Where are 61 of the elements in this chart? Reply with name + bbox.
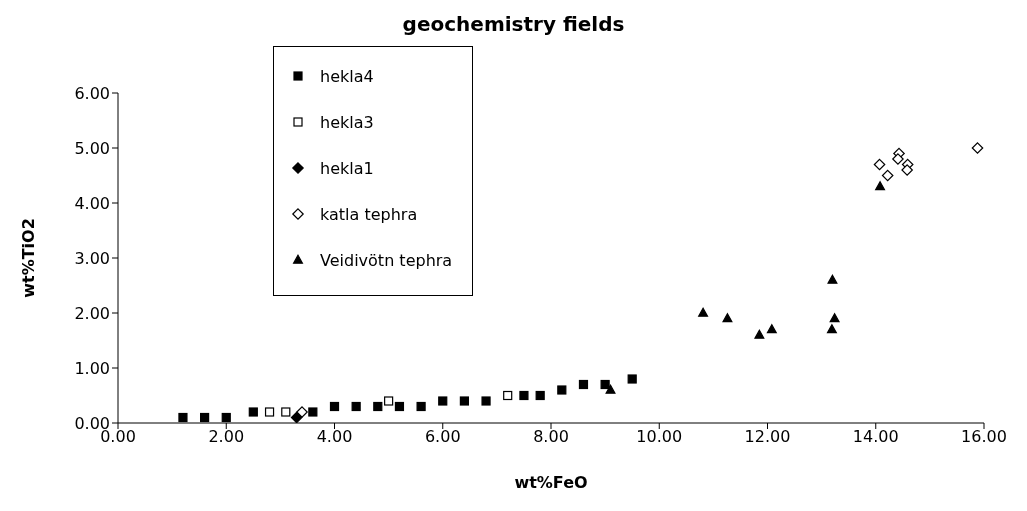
point (221, 412, 231, 423)
point (178, 412, 188, 423)
legend-label: hekla3 (320, 112, 374, 132)
point (766, 324, 777, 334)
point (248, 407, 258, 417)
point (384, 396, 394, 406)
point (698, 307, 709, 317)
point (875, 181, 886, 191)
y-tick-label: 2.00 (74, 303, 110, 323)
x-tick-label: 2.00 (208, 427, 245, 447)
point (503, 390, 513, 401)
point (281, 407, 291, 417)
point (892, 153, 904, 165)
point (578, 379, 589, 390)
x-tick-label: 4.00 (316, 427, 353, 447)
y-tick-label: 3.00 (74, 248, 110, 268)
point (296, 406, 308, 418)
point (459, 396, 469, 406)
y-tick-label: 6.00 (74, 83, 110, 103)
x-tick-label: 14.00 (852, 427, 899, 447)
x-tick-label: 10.00 (636, 427, 683, 447)
point (600, 379, 610, 390)
point (519, 390, 529, 401)
point (264, 407, 275, 417)
point (557, 385, 567, 395)
point (416, 401, 426, 412)
x-axis-title: wt%FeO (514, 473, 588, 492)
point (481, 396, 491, 406)
point (754, 329, 765, 339)
point (394, 401, 405, 412)
x-tick-label: 16.00 (961, 427, 1007, 447)
legend-label: hekla1 (320, 158, 374, 178)
point (826, 324, 837, 334)
point (200, 412, 210, 423)
x-tick-label: 12.00 (744, 427, 791, 447)
point (535, 390, 545, 401)
point (971, 142, 984, 154)
point (827, 274, 838, 284)
point (829, 313, 840, 323)
legend-label: Veidivötn tephra (320, 250, 453, 270)
point (901, 164, 913, 176)
point (373, 401, 383, 412)
point (605, 384, 616, 394)
chart-title: geochemistry fields (401, 12, 626, 36)
point (722, 313, 733, 323)
point (290, 411, 303, 423)
point (873, 158, 886, 171)
point (308, 407, 318, 417)
y-tick-label: 4.00 (74, 193, 110, 213)
y-tick-label: 5.00 (74, 138, 110, 158)
point (329, 401, 340, 412)
y-axis-title: wt%TiO2 (18, 218, 38, 298)
y-tick-label: 1.00 (74, 358, 110, 378)
legend-label: katla tephra (320, 204, 418, 224)
x-tick-label: 8.00 (533, 427, 569, 447)
legend-label: hekla4 (320, 66, 374, 86)
point (881, 169, 894, 182)
x-tick-label: 6.00 (424, 427, 461, 447)
point (438, 396, 448, 406)
point (351, 401, 361, 412)
point (627, 374, 637, 384)
